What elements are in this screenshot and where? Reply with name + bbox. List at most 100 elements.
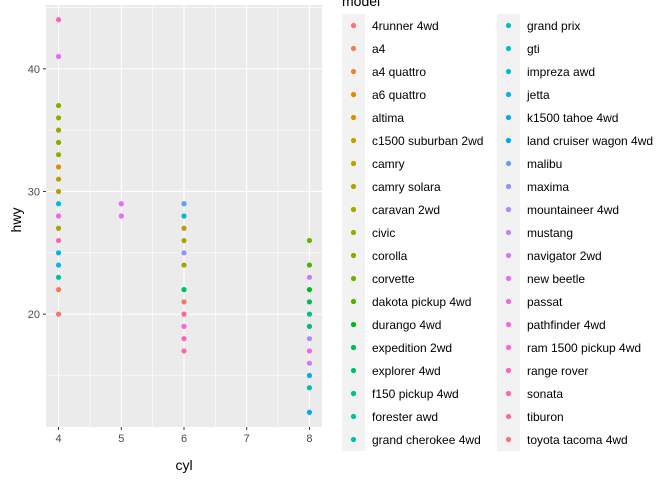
data-point (55, 127, 62, 133)
legend-label: new beetle (527, 272, 585, 286)
data-point (55, 262, 62, 268)
data-point (55, 225, 62, 231)
data-points (55, 17, 313, 415)
y-axis: 20 30 40 (28, 64, 46, 321)
legend-title: model (342, 0, 380, 9)
legend-key-point (505, 229, 512, 236)
data-point (306, 311, 313, 317)
data-point (118, 213, 124, 219)
data-point (181, 336, 187, 342)
legend-label: mountaineer 4wd (527, 203, 619, 217)
legend-label: toyota tacoma 4wd (527, 433, 628, 447)
legend-key-point (505, 367, 512, 374)
y-tick-label: 40 (28, 64, 40, 76)
legend-key-point (505, 183, 512, 190)
data-point (55, 152, 62, 158)
data-point (55, 115, 62, 121)
data-point (306, 323, 313, 330)
data-point (55, 17, 62, 23)
legend-label: 4runner 4wd (372, 19, 439, 33)
data-point (55, 311, 62, 317)
legend-label: altima (372, 111, 404, 125)
legend-key-point (505, 344, 512, 351)
legend-label: land cruiser wagon 4wd (527, 134, 653, 148)
data-point (55, 102, 62, 109)
data-point (55, 287, 62, 293)
legend-label: a6 quattro (372, 88, 426, 102)
legend-key-point (505, 137, 512, 144)
legend-label: grand cherokee 4wd (372, 433, 481, 447)
legend-label: corvette (372, 272, 415, 286)
legend-label: pathfinder 4wd (527, 318, 606, 332)
data-point (55, 188, 62, 195)
legend-label: c1500 suburban 2wd (372, 134, 483, 148)
legend-key-point (505, 298, 512, 305)
data-point (306, 262, 313, 268)
y-tick-label: 30 (28, 186, 40, 198)
legend-key-point (505, 206, 512, 213)
legend-key-point (350, 344, 357, 351)
legend-key-point (505, 45, 512, 52)
legend-label: caravan 2wd (372, 203, 440, 217)
legend-label: camry (372, 157, 405, 171)
data-point (55, 213, 62, 219)
legend-key-point (505, 321, 512, 328)
data-point (55, 274, 62, 280)
data-point (306, 385, 313, 391)
legend-label: a4 (372, 42, 386, 56)
legend-label: tiburon (527, 410, 564, 424)
legend-key-point (505, 22, 512, 29)
data-point (181, 213, 187, 219)
data-point (306, 348, 313, 354)
data-point (306, 287, 313, 293)
legend-label: civic (372, 226, 395, 240)
legend-key-point (350, 436, 357, 443)
legend-label: expedition 2wd (372, 341, 452, 355)
legend-key-point (505, 390, 512, 397)
legend-label: range rover (527, 364, 588, 378)
data-point (181, 299, 187, 305)
x-axis-title: cyl (175, 457, 192, 473)
data-point (181, 250, 187, 256)
legend-key-point (350, 91, 357, 98)
data-point (306, 299, 313, 305)
data-point (181, 225, 187, 231)
legend-key-point (350, 298, 357, 305)
data-point (181, 201, 187, 207)
legend-key-point (350, 22, 357, 29)
legend-label: forester awd (372, 410, 438, 424)
legend-key-point (350, 413, 357, 420)
legend-key-point (350, 229, 357, 236)
data-point (55, 164, 62, 170)
legend-key-point (350, 275, 357, 282)
legend-label: passat (527, 295, 563, 309)
data-point (181, 237, 187, 244)
data-point (306, 336, 313, 342)
legend-key-point (350, 206, 357, 213)
legend-key-point (350, 367, 357, 374)
legend-label: corolla (372, 249, 408, 263)
x-tick-label: 4 (55, 433, 61, 445)
legend-label: navigator 2wd (527, 249, 602, 263)
y-tick-label: 20 (28, 309, 40, 321)
legend-key-point (350, 137, 357, 144)
data-point (181, 323, 187, 330)
legend-label: impreza awd (527, 65, 595, 79)
data-point (181, 348, 187, 354)
x-tick-label: 5 (118, 433, 124, 445)
x-tick-label: 7 (244, 433, 250, 445)
legend-key-point (505, 413, 512, 420)
legend-key-point (505, 252, 512, 259)
data-point (181, 287, 187, 293)
legend-key-point (350, 114, 357, 121)
x-tick-label: 6 (181, 433, 187, 445)
legend-label: k1500 tahoe 4wd (527, 111, 618, 125)
data-point (306, 237, 313, 244)
data-point (306, 372, 313, 379)
legend-key-point (350, 68, 357, 75)
legend-key-point (505, 275, 512, 282)
legend-key-point (350, 45, 357, 52)
data-point (181, 311, 187, 317)
data-point (118, 201, 124, 207)
